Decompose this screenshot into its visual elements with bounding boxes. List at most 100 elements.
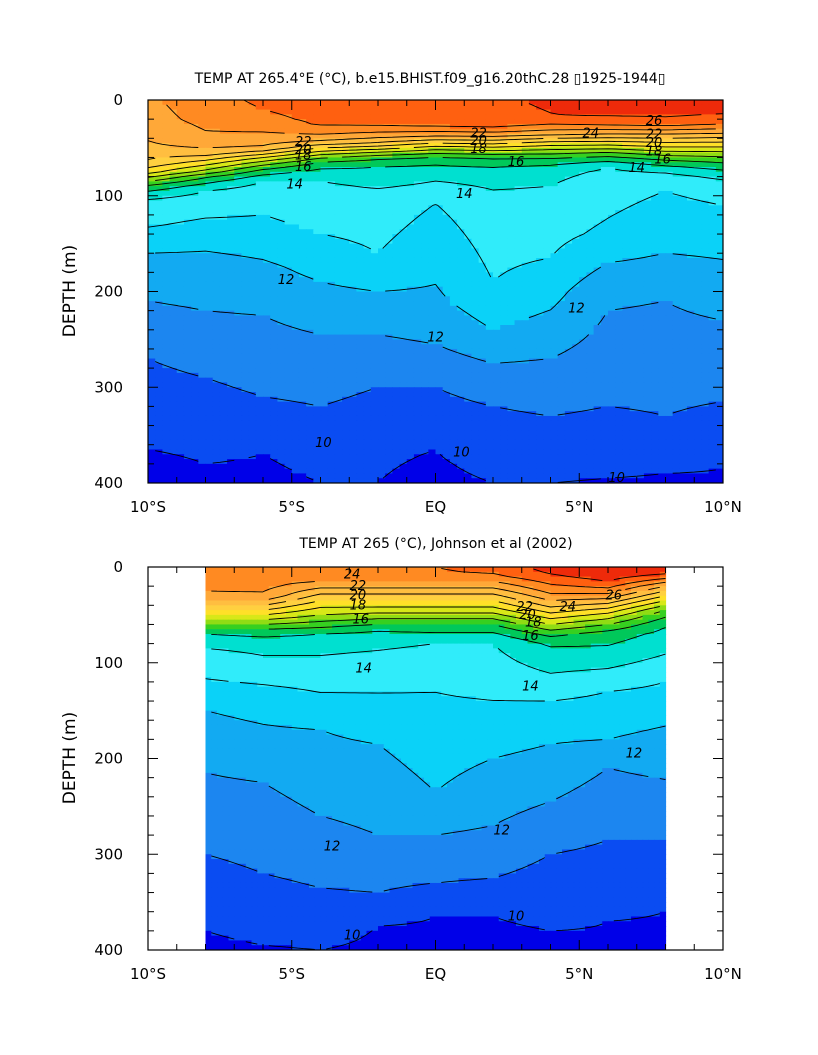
- field-cell: [701, 190, 710, 197]
- field-cell: [241, 119, 250, 125]
- field-cell: [586, 305, 595, 312]
- field-cell: [277, 128, 286, 135]
- field-cell: [176, 301, 185, 307]
- field-cell: [313, 128, 322, 135]
- field-cell: [413, 171, 422, 178]
- field-cell: [600, 167, 609, 173]
- field-cell: [378, 272, 386, 278]
- field-cell: [162, 171, 171, 178]
- field-cell: [227, 138, 235, 144]
- field-cell: [687, 387, 695, 393]
- field-cell: [248, 387, 257, 393]
- field-cell: [658, 238, 667, 245]
- field-cell: [651, 119, 659, 125]
- field-cell: [478, 267, 487, 273]
- field-cell: [485, 224, 494, 230]
- field-cell: [334, 372, 343, 379]
- field-cell: [543, 382, 552, 388]
- field-cell: [579, 152, 588, 159]
- field-cell: [212, 368, 221, 374]
- field-cell: [572, 234, 580, 240]
- field-cell: [715, 143, 723, 149]
- field-cell: [255, 392, 264, 398]
- field-cell: [399, 296, 408, 302]
- field-cell: [313, 277, 322, 283]
- field-cell: [284, 248, 293, 254]
- field-cell: [421, 315, 429, 321]
- field-cell: [219, 353, 228, 360]
- field-cell: [464, 171, 473, 178]
- field-cell: [306, 253, 314, 259]
- field-cell: [485, 157, 494, 163]
- field-cell: [291, 329, 300, 336]
- field-cell: [306, 171, 314, 178]
- field-cell: [572, 186, 580, 192]
- field-cell: [270, 253, 278, 259]
- field-cell: [572, 382, 580, 388]
- field-cell: [679, 281, 688, 288]
- field-cell: [658, 248, 667, 254]
- field-cell: [564, 123, 573, 130]
- field-cell: [672, 368, 681, 374]
- field-cell: [564, 291, 573, 297]
- field-cell: [234, 176, 243, 182]
- field-cell: [521, 152, 530, 159]
- field-cell: [622, 109, 631, 115]
- field-cell: [378, 387, 386, 393]
- field-cell: [406, 291, 415, 297]
- field-cell: [543, 186, 552, 192]
- field-cell: [349, 133, 358, 139]
- field-cell: [306, 286, 314, 293]
- field-cell: [694, 143, 703, 149]
- field-cell: [572, 315, 580, 321]
- field-cell: [457, 377, 465, 384]
- field-cell: [615, 243, 623, 250]
- field-cell: [672, 229, 681, 235]
- field-cell: [334, 210, 343, 216]
- field-cell: [543, 377, 552, 384]
- field-cell: [356, 329, 365, 336]
- field-cell: [284, 210, 293, 216]
- field-cell: [528, 387, 537, 393]
- field-cell: [672, 315, 681, 321]
- field-cell: [435, 152, 444, 159]
- field-cell: [715, 344, 723, 350]
- field-cell: [471, 243, 480, 250]
- field-cell: [514, 348, 523, 355]
- field-cell: [464, 301, 473, 307]
- field-cell: [378, 157, 386, 163]
- field-cell: [464, 277, 473, 283]
- field-cell: [148, 162, 156, 168]
- field-cell: [234, 334, 243, 340]
- field-cell: [313, 248, 322, 254]
- field-cell: [687, 147, 695, 154]
- field-cell: [471, 157, 480, 163]
- field-cell: [636, 219, 645, 226]
- field-cell: [471, 353, 480, 360]
- field-cell: [241, 109, 250, 115]
- field-cell: [557, 267, 566, 273]
- field-cell: [162, 325, 171, 331]
- field-cell: [457, 248, 465, 254]
- field-cell: [241, 363, 250, 369]
- field-cell: [600, 339, 609, 345]
- field-cell: [449, 219, 458, 226]
- field-cell: [327, 286, 336, 293]
- field-cell: [478, 190, 487, 197]
- field-cell: [313, 353, 322, 360]
- field-cell: [298, 277, 307, 283]
- field-cell: [169, 224, 178, 230]
- field-cell: [672, 234, 681, 240]
- field-cell: [629, 315, 638, 321]
- field-cell: [234, 109, 243, 115]
- field-cell: [148, 277, 156, 283]
- field-cell: [342, 291, 350, 297]
- field-cell: [219, 358, 228, 364]
- field-cell: [651, 123, 659, 130]
- field-cell: [241, 157, 250, 163]
- field-cell: [564, 377, 573, 384]
- field-cell: [219, 100, 228, 106]
- field-cell: [327, 377, 336, 384]
- field-cell: [651, 224, 659, 230]
- field-cell: [557, 186, 566, 192]
